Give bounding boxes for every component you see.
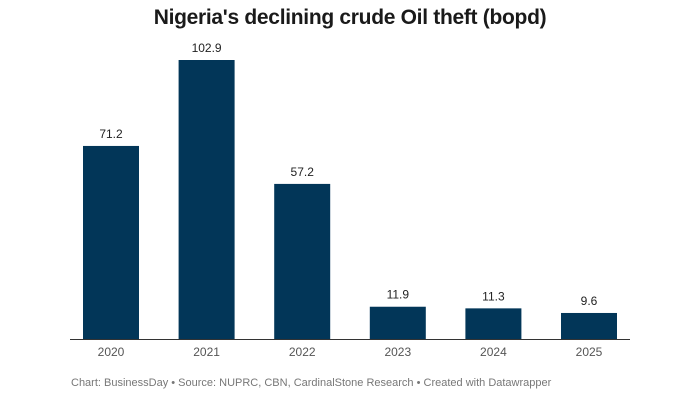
- bar-2024: [465, 308, 522, 339]
- chart-title: Nigeria's declining crude Oil theft (bop…: [153, 6, 547, 29]
- x-tick-label: 2020: [98, 345, 125, 359]
- bar-2021: [178, 60, 235, 339]
- bar-2023: [369, 306, 426, 339]
- x-tick-label: 2025: [576, 345, 603, 359]
- chart-footer: Chart: BusinessDay • Source: NUPRC, CBN,…: [71, 377, 552, 389]
- data-label-2024: 11.3: [482, 289, 505, 303]
- data-label-2023: 11.9: [387, 288, 410, 302]
- data-label-2022: 57.2: [291, 165, 315, 179]
- x-tick-label: 2022: [289, 345, 316, 359]
- x-tick-label: 2024: [480, 345, 507, 359]
- bar-2022: [274, 183, 331, 339]
- bar-2020: [83, 145, 139, 339]
- data-label-2021: 102.9: [192, 41, 222, 55]
- x-tick-label: 2021: [193, 345, 220, 359]
- data-label-2020: 71.2: [99, 127, 123, 141]
- data-label-2025: 9.6: [581, 294, 598, 308]
- x-tick-label: 2023: [384, 345, 411, 359]
- bar-2025: [561, 312, 617, 339]
